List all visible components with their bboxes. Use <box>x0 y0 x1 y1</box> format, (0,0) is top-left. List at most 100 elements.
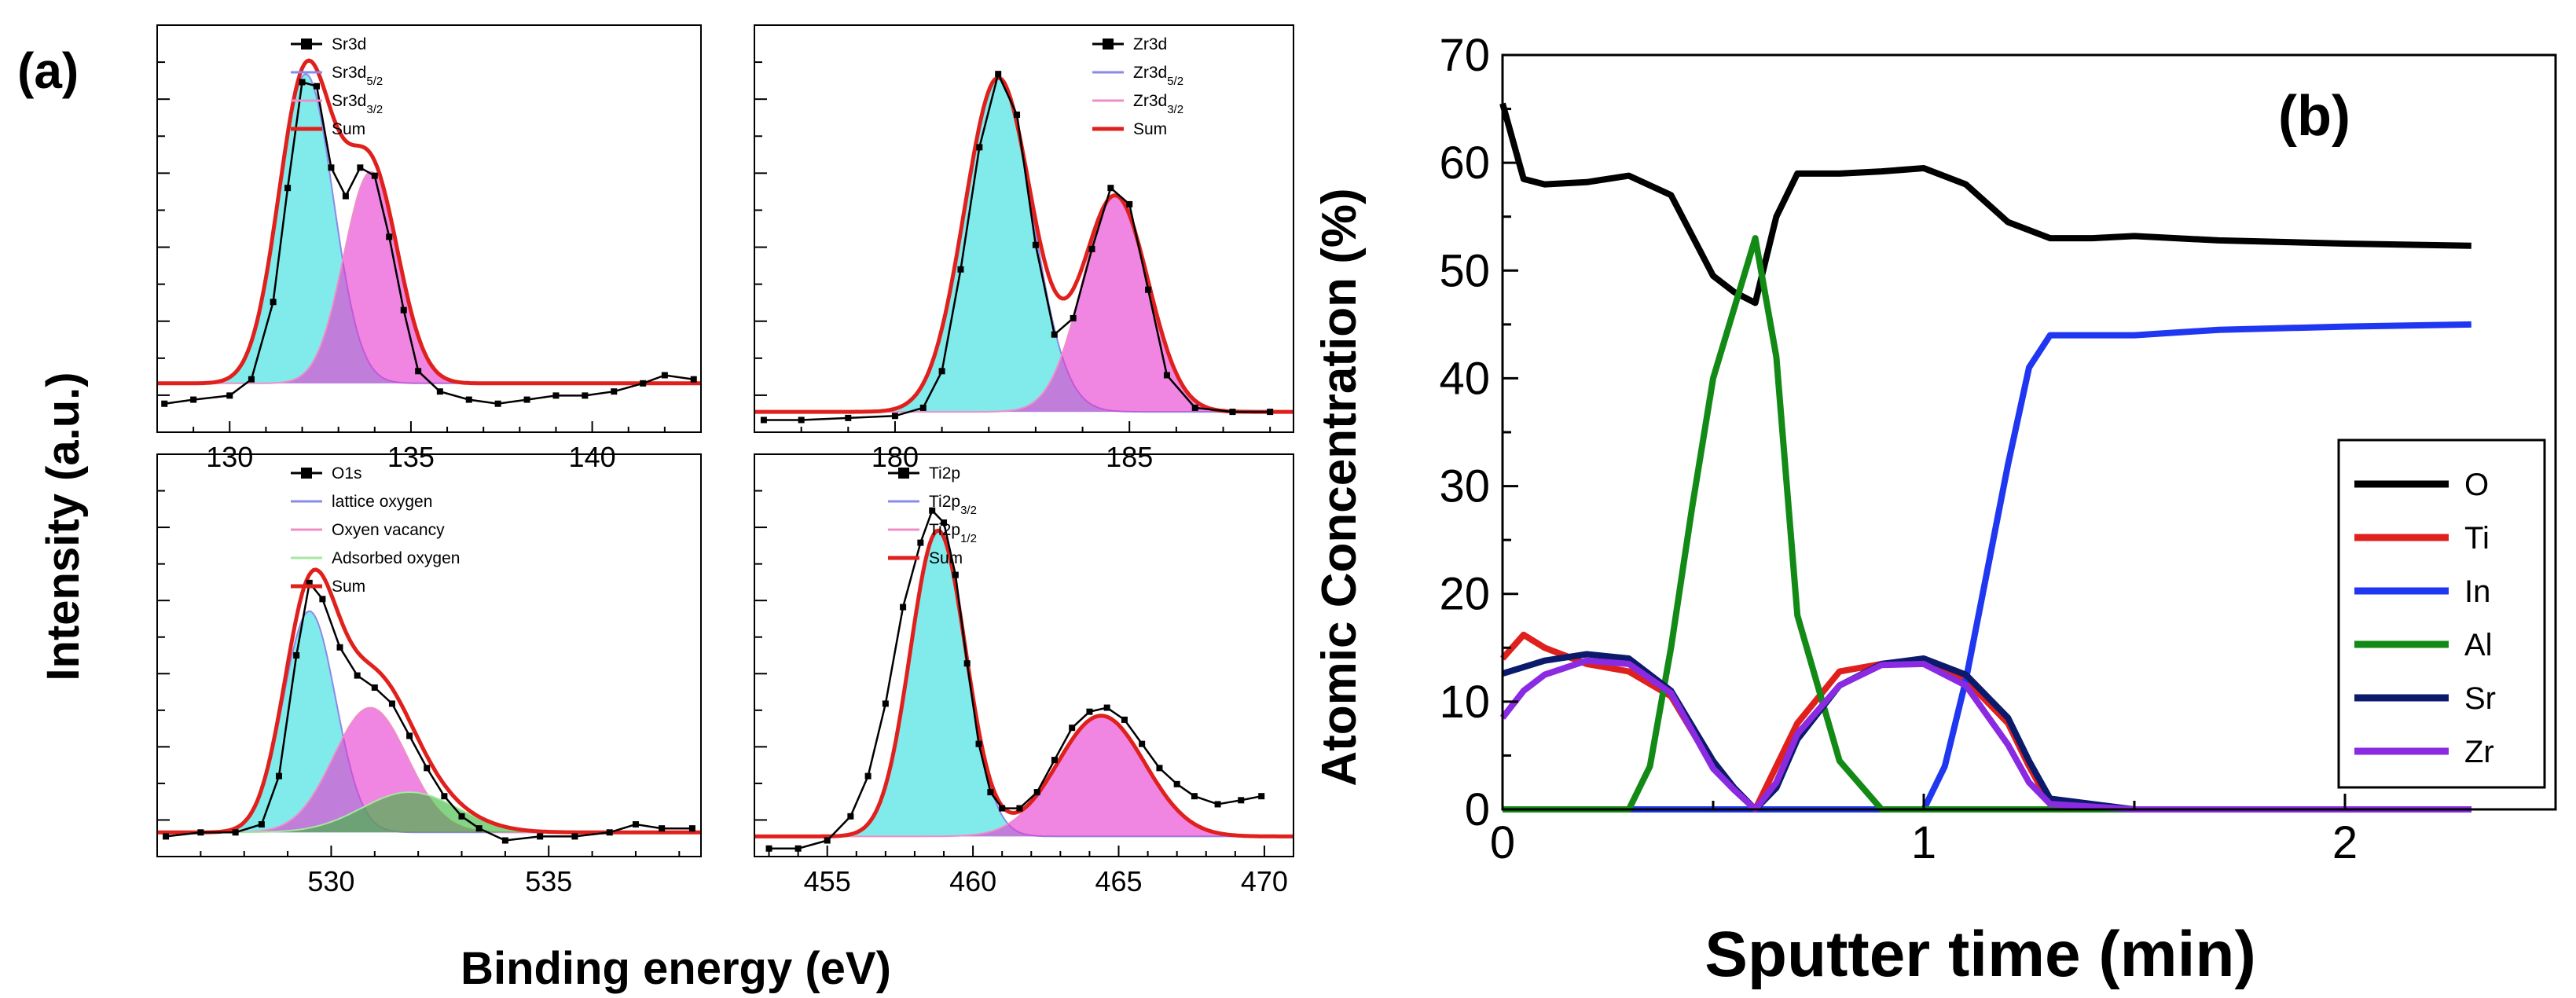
data-point <box>1121 716 1128 723</box>
xps-o1s-subplot: 530 535 O1s lattice oxygen Oxyen vacancy Adso… <box>156 453 702 897</box>
component-line-0 <box>754 530 1294 838</box>
xps-zr3d-subplot: 180 185 Zr3d Zr3d5/2 Zr3d3/2 Sum <box>754 24 1294 473</box>
data-point <box>582 392 589 399</box>
data-point <box>1191 404 1198 411</box>
data-point <box>975 740 982 747</box>
data-point <box>919 404 927 411</box>
data-point <box>475 825 483 832</box>
data-point <box>1033 789 1040 796</box>
panel-a-label: (a) <box>17 42 79 99</box>
panel-b-xlabel: Sputter time (min) <box>1704 919 2256 990</box>
data-point <box>1139 740 1146 747</box>
legend-label-o: O <box>2464 468 2489 502</box>
legend-label: Zr3d3/2 <box>1133 92 1183 116</box>
series-line-in <box>1503 321 2471 813</box>
data-point <box>640 380 647 387</box>
legend-label-zr: Zr <box>2464 735 2494 769</box>
data-point <box>270 299 277 306</box>
data-point <box>161 400 168 407</box>
legend-label-ti: Ti <box>2464 521 2490 556</box>
data-point <box>1051 331 1058 338</box>
data-point <box>659 825 666 832</box>
x-tick-label: 455 <box>804 865 851 897</box>
data-point <box>845 414 852 421</box>
y-tick-label: 0 <box>1465 784 1490 835</box>
legend-swatch-marker <box>301 39 312 50</box>
legend-label-in: In <box>2464 574 2490 609</box>
data-point <box>336 644 343 651</box>
data-point <box>388 700 395 707</box>
data-point <box>1014 111 1021 118</box>
data-point <box>957 266 964 273</box>
data-point <box>882 700 889 707</box>
data-point <box>406 732 413 739</box>
data-point <box>794 845 802 852</box>
axes-frame <box>156 24 702 433</box>
data-point <box>900 604 907 611</box>
data-point <box>501 837 508 844</box>
data-point <box>328 164 335 171</box>
data-point <box>163 833 170 840</box>
sputter-depth-profile-chart: 0 10 20 30 40 50 60 70 0 1 2 O Ti In Al Sr Zr <box>1439 30 2557 868</box>
legend-label: lattice oxygen <box>332 493 432 511</box>
y-tick-label: 20 <box>1439 569 1490 620</box>
data-point <box>760 416 767 424</box>
panel-a-xlabel: Binding energy (eV) <box>461 943 891 994</box>
data-point <box>226 392 233 399</box>
legend-swatch-marker <box>1103 39 1114 50</box>
legend-label: Sr3d5/2 <box>332 64 383 88</box>
panel-b-ylabel: Atomic Concentration (%) <box>1312 188 1367 786</box>
y-tick-label: 60 <box>1439 138 1490 189</box>
data-point <box>1173 780 1180 787</box>
legend-label: Sum <box>332 120 365 138</box>
sum-line <box>157 58 701 386</box>
data-point <box>1229 409 1236 416</box>
data-point <box>1258 793 1265 800</box>
legend-swatch-marker <box>301 468 312 479</box>
data-point <box>1163 372 1170 379</box>
y-tick-label: 70 <box>1439 30 1490 81</box>
axes-frame <box>156 453 702 857</box>
data-point <box>1103 704 1110 711</box>
legend-label: Sum <box>1133 120 1167 138</box>
data-point <box>436 388 443 395</box>
component-line-0 <box>157 73 701 384</box>
series-line-al <box>1503 235 2471 813</box>
component-fill-0 <box>754 78 1294 413</box>
data-point <box>571 833 578 840</box>
data-point <box>1086 708 1093 715</box>
legend-label: Sum <box>929 549 963 567</box>
series-line-ti <box>1500 631 2471 813</box>
data-point <box>606 829 613 836</box>
legend-label: Zr3d <box>1133 35 1167 53</box>
data-point <box>1267 409 1274 416</box>
x-tick-label: 180 <box>872 441 919 473</box>
data-point <box>1016 805 1023 812</box>
legend-label: Adsorbed oxygen <box>332 549 460 567</box>
data-point <box>190 396 197 403</box>
x-tick-label: 2 <box>2332 817 2358 868</box>
data-point <box>864 772 872 780</box>
x-tick-label: 465 <box>1095 865 1142 897</box>
data-point <box>465 396 472 403</box>
y-tick-label: 10 <box>1439 677 1490 728</box>
legend-label: Oxyen vacancy <box>332 521 445 539</box>
x-tick-label: 470 <box>1241 865 1288 897</box>
data-point <box>197 829 204 836</box>
data-point <box>995 71 1002 78</box>
series-line-zr <box>1499 657 2471 813</box>
data-point <box>537 833 544 840</box>
data-point <box>342 193 349 200</box>
data-point <box>258 821 265 828</box>
data-point <box>1238 797 1245 804</box>
x-tick-label: 460 <box>949 865 996 897</box>
data-point <box>284 185 292 192</box>
data-point <box>611 388 618 395</box>
x-tick-label: 535 <box>525 865 572 897</box>
data-point <box>688 825 695 832</box>
panel-b-label: (b) <box>2278 85 2350 148</box>
data-point <box>232 829 239 836</box>
x-tick-label: 140 <box>569 441 616 473</box>
